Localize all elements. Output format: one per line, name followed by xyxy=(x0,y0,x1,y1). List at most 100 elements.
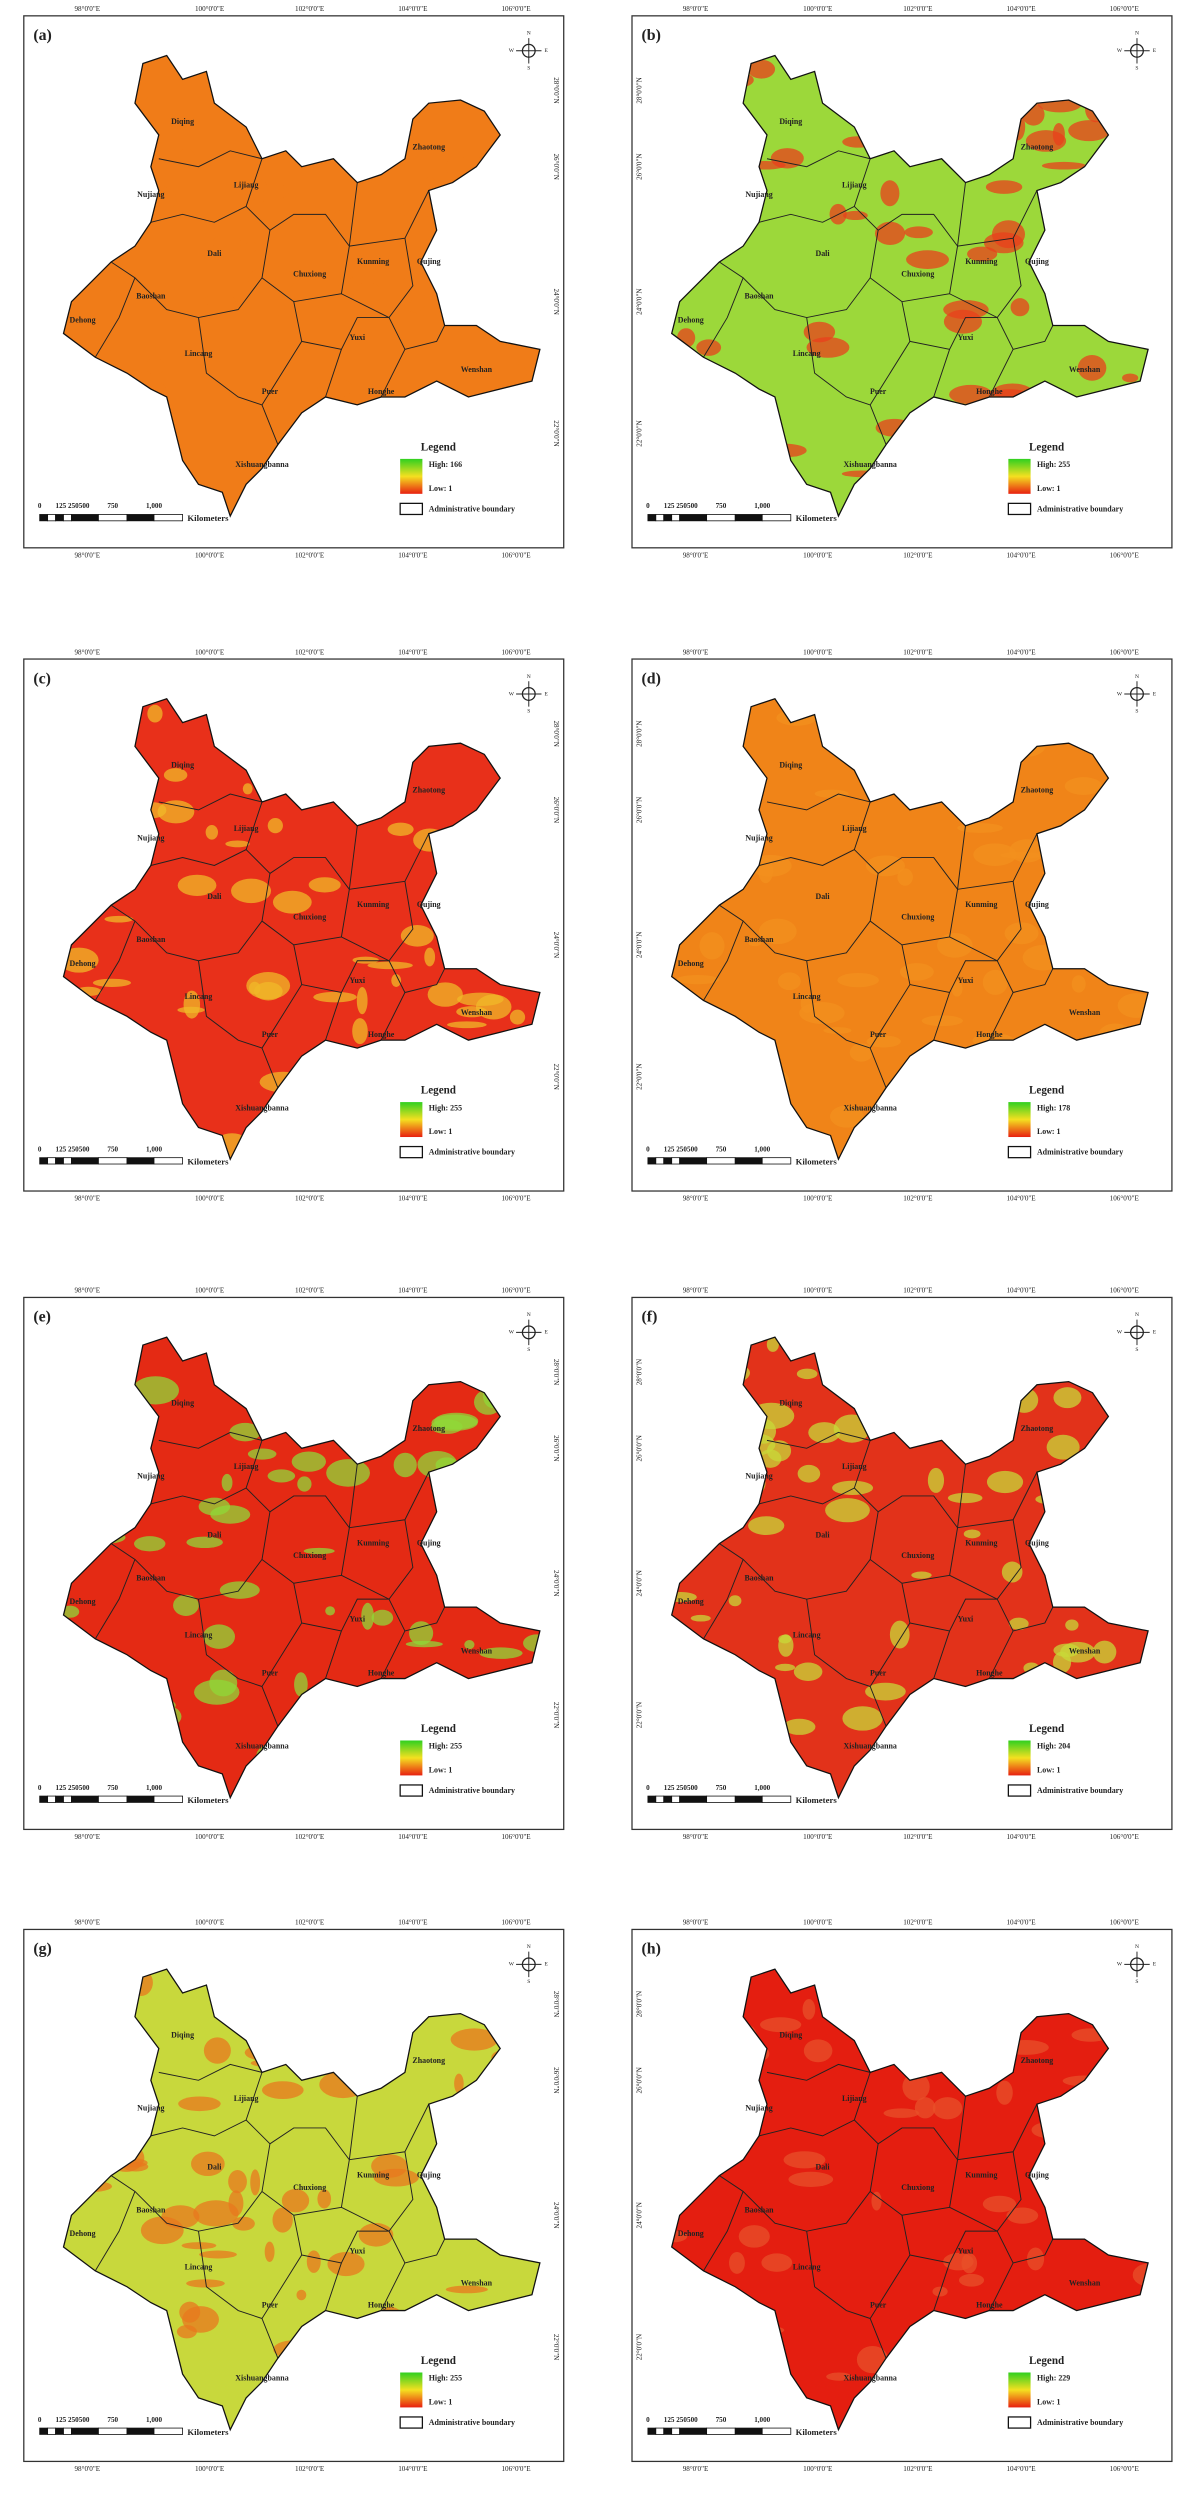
legend-boundary-box xyxy=(399,1784,424,1797)
map-panel: Diqing Nujiang Lijiang Zhaotong Dali Chuxiong… xyxy=(631,5,1173,559)
texture-patch xyxy=(194,1679,240,1705)
city-label: Kunming xyxy=(357,2170,389,2179)
texture-patch xyxy=(264,2241,275,2262)
city-label: Wenshan xyxy=(461,2278,493,2287)
texture-patch xyxy=(181,2242,217,2250)
texture-patch xyxy=(306,2250,321,2273)
texture-patch xyxy=(325,1606,336,1616)
compass-letter: N xyxy=(527,1312,531,1318)
texture-patch xyxy=(951,981,963,997)
city-label: Lijiang xyxy=(842,1462,867,1471)
district-boundary xyxy=(134,1487,271,1600)
longitude-label: 104°0'0"E xyxy=(398,1287,427,1295)
legend-high: High: 229 xyxy=(1037,2374,1070,2383)
legend-boundary-box xyxy=(399,502,424,516)
district-boundary xyxy=(703,904,744,1001)
city-label: Wenshan xyxy=(461,365,493,374)
latitude-label: 28°0'0"N xyxy=(636,1991,644,2017)
texture-patch xyxy=(778,1634,794,1657)
city-label: Dali xyxy=(815,2162,830,2171)
texture-patch xyxy=(109,267,119,295)
texture-patch xyxy=(803,2039,833,2063)
texture-patch xyxy=(1026,2247,1045,2271)
texture-patch xyxy=(308,877,341,893)
texture-patch xyxy=(1010,298,1030,317)
texture-patch xyxy=(177,148,196,168)
longitude-label: 106°0'0"E xyxy=(1110,1195,1139,1203)
texture-patch xyxy=(799,1002,845,1024)
panel-label: (e) xyxy=(33,1309,51,1326)
texture-patch xyxy=(1025,130,1067,152)
city-label: Chuxiong xyxy=(901,270,934,279)
texture-patch xyxy=(797,1464,821,1483)
legend-boundary-box xyxy=(1007,1784,1032,1797)
city-label: Zhaotong xyxy=(412,2056,445,2065)
latitude-label: 26°0'0"N xyxy=(552,797,560,823)
city-label: Lincang xyxy=(793,349,821,358)
longitude-label: 104°0'0"E xyxy=(1006,2465,1035,2473)
city-label: Lijiang xyxy=(234,824,259,833)
compass-letter: N xyxy=(1135,1312,1139,1318)
city-label: Chuxiong xyxy=(293,1551,326,1560)
district-boundary xyxy=(909,2230,998,2264)
longitude-label: 102°0'0"E xyxy=(903,551,932,559)
texture-patch xyxy=(352,1018,368,1045)
legend-low: Low: 1 xyxy=(429,484,453,493)
longitude-label: 102°0'0"E xyxy=(903,5,932,13)
scale-label: 1,000 xyxy=(754,502,770,510)
scale-segment xyxy=(63,1157,72,1165)
longitude-label: 100°0'0"E xyxy=(803,1195,832,1203)
city-label: Xishuangbanna xyxy=(844,460,897,469)
longitude-label: 102°0'0"E xyxy=(295,1195,324,1203)
city-label: Honghe xyxy=(368,2301,395,2310)
texture-patch xyxy=(445,2285,488,2294)
district-boundary xyxy=(198,317,263,406)
city-label: Baoshan xyxy=(136,292,166,301)
longitude-label: 102°0'0"E xyxy=(903,1195,932,1203)
legend-low: Low: 1 xyxy=(429,1765,453,1774)
city-label: Diqing xyxy=(779,117,802,126)
city-label: Dehong xyxy=(70,2229,96,2238)
longitude-label: 104°0'0"E xyxy=(398,1195,427,1203)
legend-gradient xyxy=(400,1102,423,1138)
longitude-label: 102°0'0"E xyxy=(903,1833,932,1841)
legend-high: High: 204 xyxy=(1037,1742,1070,1751)
texture-patch xyxy=(906,250,949,269)
district-boundary xyxy=(758,2072,871,2137)
compass-cross xyxy=(516,681,542,707)
district-boundary xyxy=(158,1431,263,1449)
city-label: Diqing xyxy=(171,760,194,769)
scale-label: 500 xyxy=(79,2416,90,2424)
scale-label: 500 xyxy=(79,1784,90,1792)
city-label: Dali xyxy=(815,249,830,258)
city-label: Xishuangbanna xyxy=(235,2374,288,2383)
texture-patch xyxy=(424,947,436,967)
compass-letter: W xyxy=(509,1962,515,1968)
city-label: Zhaotong xyxy=(412,1424,445,1433)
district-boundary xyxy=(301,1598,390,1632)
texture-patch xyxy=(775,1663,796,1672)
city-label: Xishuangbanna xyxy=(844,1103,897,1112)
panel-label: (h) xyxy=(642,1941,661,1958)
scale-segment xyxy=(55,1157,64,1165)
district-boundary xyxy=(758,158,871,223)
texture-patch xyxy=(425,176,436,189)
scale-label: 125 250 xyxy=(664,2416,688,2424)
district-boundary xyxy=(198,1599,263,1687)
city-label: Qujing xyxy=(1025,1538,1049,1547)
scale-segment xyxy=(71,2427,99,2435)
texture-patch xyxy=(232,2216,255,2231)
texture-patch xyxy=(897,868,913,886)
province xyxy=(63,55,540,517)
compass-letter: E xyxy=(1153,691,1157,697)
texture-patch xyxy=(203,2037,231,2064)
district-boundary xyxy=(301,960,390,994)
city-label: Qujing xyxy=(417,2170,441,2179)
map-panel: Diqing Nujiang Lijiang Zhaotong Dali Chuxiong… xyxy=(23,5,565,559)
texture-patch xyxy=(352,956,379,964)
district-boundary xyxy=(758,1440,871,1505)
latitude-label: 28°0'0"N xyxy=(636,1359,644,1385)
legend-low: Low: 1 xyxy=(1037,2397,1061,2406)
scale-segment xyxy=(734,2427,763,2435)
scale-segment xyxy=(663,1157,673,1165)
